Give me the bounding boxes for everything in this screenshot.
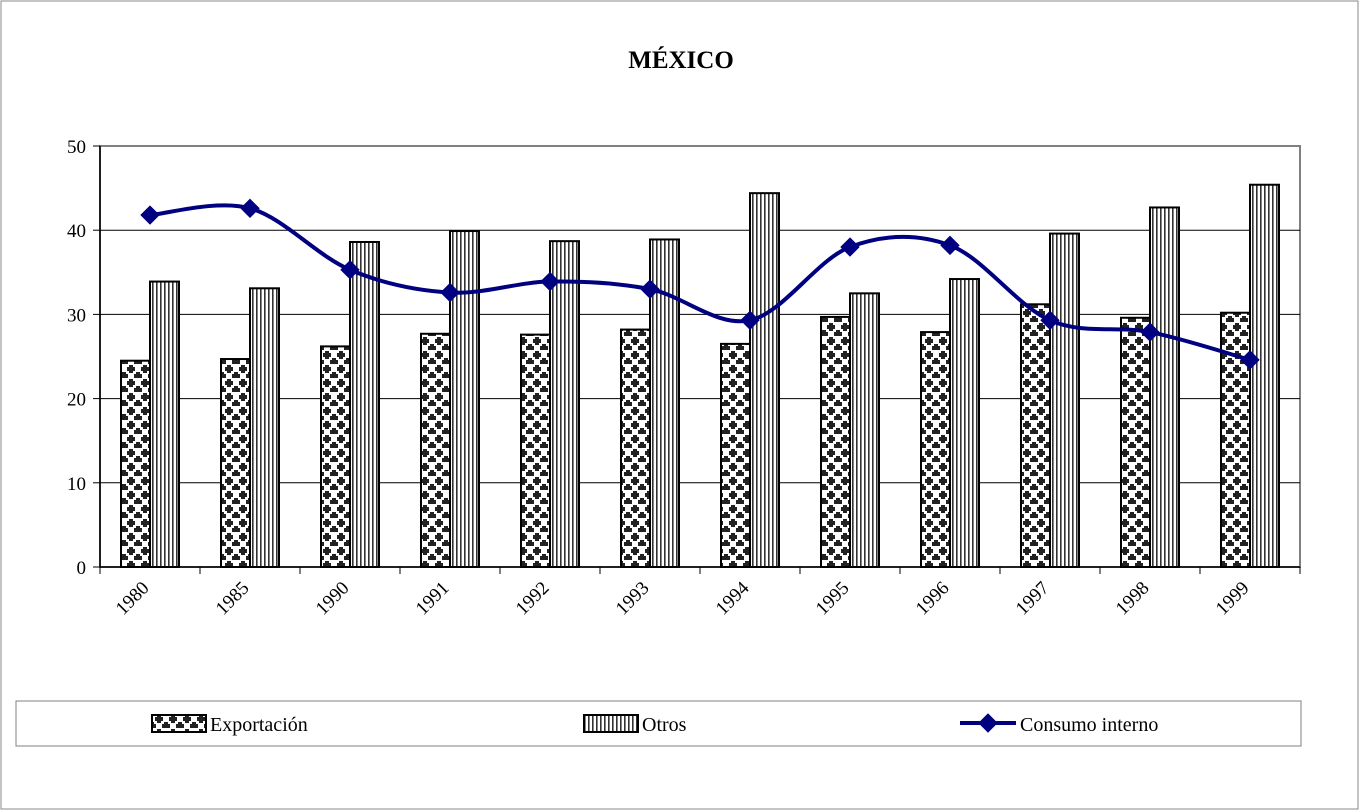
x-tick-label: 1997 <box>1012 578 1054 620</box>
bar-otros-1998 <box>1149 206 1180 568</box>
marker-consumo-interno-1985 <box>240 198 260 219</box>
bar-exportacion-1997 <box>1020 303 1051 568</box>
marker-consumo-interno-1980 <box>140 205 160 225</box>
marker-consumo-interno-1994 <box>740 310 760 331</box>
marker-consumo-interno-1991 <box>440 282 460 303</box>
marker-consumo-interno-1998 <box>1140 322 1160 342</box>
axes <box>99 146 1300 568</box>
legend-swatch-consumo-marker <box>978 713 998 733</box>
y-tick-label: 40 <box>67 221 86 242</box>
bar-exportacion-1995 <box>820 315 851 568</box>
x-tick-label: 1985 <box>212 578 254 620</box>
bar-exportacion-1980 <box>120 359 151 568</box>
bar-otros-1994 <box>749 192 780 568</box>
marker-consumo-interno-1999 <box>1240 350 1260 370</box>
y-tick-label: 20 <box>67 390 86 411</box>
bar-otros-1996 <box>949 278 980 568</box>
bar-exportacion-1998 <box>1120 316 1151 568</box>
x-tick-label: 1992 <box>512 578 554 620</box>
x-tick-label: 1996 <box>912 578 954 620</box>
marker-consumo-interno-1993 <box>640 279 660 299</box>
x-tick-label: 1980 <box>112 578 154 620</box>
marker-consumo-interno-1992 <box>540 271 560 292</box>
y-tick-label: 10 <box>67 474 86 495</box>
x-tick-label: 1998 <box>1112 578 1154 620</box>
x-tick-label: 1993 <box>612 578 654 620</box>
legend-label-exportacion: Exportación <box>210 714 308 736</box>
y-tick-label: 0 <box>77 558 87 579</box>
y-axis-ticks: 0 10 20 30 40 50 <box>67 137 100 579</box>
bar-otros-1995 <box>849 292 880 568</box>
gridlines <box>100 229 1300 484</box>
marker-consumo-interno-1996 <box>940 235 960 256</box>
marker-consumo-interno-1990 <box>340 260 360 280</box>
line-consumo-interno <box>148 203 1252 362</box>
bar-exportacion-1991 <box>420 332 451 568</box>
bar-exportacion-1990 <box>320 345 351 568</box>
bar-exportacion-1996 <box>920 331 951 568</box>
legend-label-consumo-interno: Consumo interno <box>1020 714 1158 736</box>
legend-box <box>15 700 1302 747</box>
bar-otros-1991 <box>449 230 480 569</box>
bar-otros-1992 <box>549 240 580 568</box>
x-tick-label: 1995 <box>812 578 854 620</box>
bars <box>120 183 1280 569</box>
bar-exportacion-1992 <box>520 333 551 568</box>
x-tick-label: 1991 <box>412 578 454 620</box>
bar-otros-1985 <box>249 287 280 568</box>
x-tick-label: 1994 <box>712 577 754 619</box>
legend-swatch-exportacion <box>151 714 207 733</box>
legend: Exportación Otros Consumo interno <box>15 700 1302 747</box>
bar-exportacion-1994 <box>720 342 751 568</box>
bar-otros-1997 <box>1049 232 1080 568</box>
marker-consumo-interno-1995 <box>840 237 860 257</box>
y-tick-label: 30 <box>67 305 86 326</box>
chart-title: MÉXICO <box>628 46 734 74</box>
line-series <box>140 198 1260 370</box>
x-axis-ticks: 1980 1985 1990 1991 1992 1993 1994 1995 1996 1997… <box>99 567 1301 620</box>
x-tick-label: 1999 <box>1212 578 1254 620</box>
legend-swatch-otros <box>583 714 639 733</box>
bar-exportacion-1985 <box>220 358 251 568</box>
bar-otros-1999 <box>1249 183 1280 568</box>
bar-otros-1990 <box>349 240 380 568</box>
marker-consumo-interno-1997 <box>1040 310 1060 331</box>
x-tick-label: 1990 <box>312 578 354 620</box>
y-tick-label: 50 <box>67 137 86 158</box>
bar-exportacion-1993 <box>620 328 651 568</box>
legend-label-otros: Otros <box>642 714 687 736</box>
bar-otros-1980 <box>149 280 180 568</box>
